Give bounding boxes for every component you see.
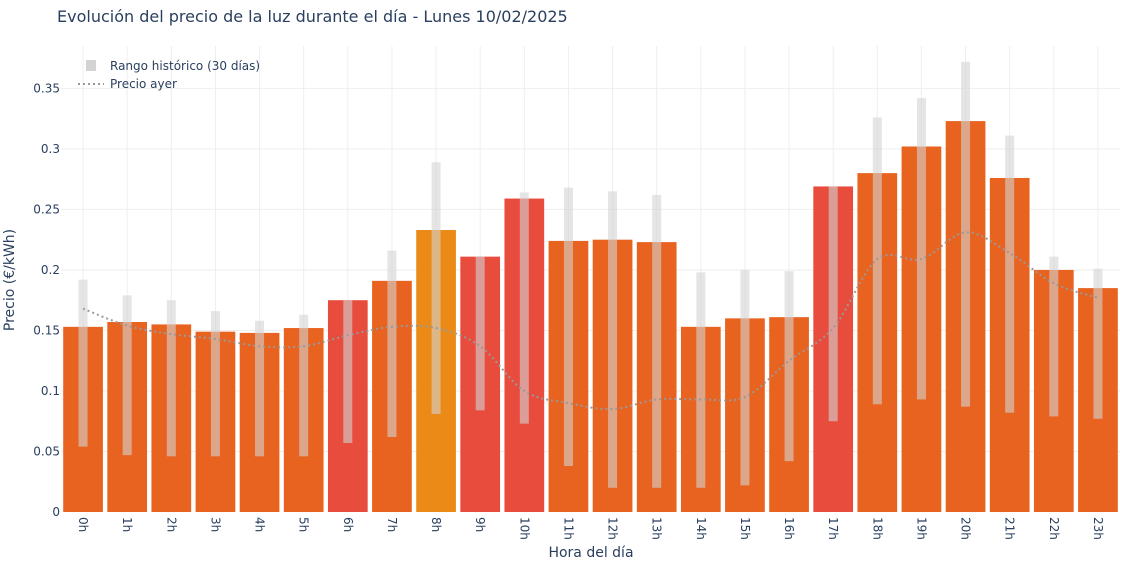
y-tick-label: 0 [52,505,60,519]
x-tick-label: 11h [561,517,575,540]
x-tick-label: 12h [606,517,620,540]
historical-range-mark [961,61,971,407]
historical-range-mark [255,320,265,457]
historical-range-mark [696,272,706,488]
x-tick-label: 2h [164,517,178,532]
x-tick-label: 18h [870,517,884,540]
x-tick-label: 1h [120,517,134,532]
historical-range-mark [740,269,750,486]
chart-title: Evolución del precio de la luz durante e… [57,7,568,26]
legend-range-label: Rango histórico (30 días) [110,59,260,73]
x-tick-label: 5h [297,517,311,532]
x-tick-label: 9h [473,517,487,532]
x-tick-label: 4h [253,517,267,532]
historical-range-mark [916,98,926,400]
x-tick-label: 3h [208,517,222,532]
historical-range-mark [210,311,220,457]
x-axis-title: Hora del día [548,545,633,561]
x-tick-label: 20h [959,517,973,540]
y-tick-label: 0.25 [33,202,60,216]
y-tick-label: 0.05 [33,444,60,458]
historical-range-mark [166,300,176,457]
y-tick-label: 0.2 [41,263,60,277]
legend-line-label: Precio ayer [110,77,177,91]
x-tick-label: 6h [341,517,355,532]
y-tick-label: 0.3 [41,142,60,156]
y-axis-title: Precio (€/kWh) [2,229,18,331]
yesterday-line-layer [82,231,1099,411]
y-tick-labels: 0 0.05 0.1 0.15 0.2 0.25 0.3 0.35 [33,81,60,519]
historical-range-mark [431,162,441,414]
bars-layer [63,121,1118,513]
x-tick-label: 23h [1091,517,1105,540]
historical-range-mark [828,186,838,422]
x-tick-label: 16h [782,517,796,540]
historical-range-mark [1093,268,1103,419]
historical-range-mark [784,271,794,462]
legend: Rango histórico (30 días) Precio ayer [78,59,260,91]
historical-range-mark [563,187,573,467]
x-tick-label: 22h [1047,517,1061,540]
historical-range-mark [519,192,529,424]
historical-range-mark [652,194,662,488]
historical-range-mark [122,295,132,456]
historical-range-mark [608,191,618,488]
x-tick-label: 10h [517,517,531,540]
historical-range-mark [78,279,88,447]
yesterday-price-line [82,231,1099,411]
historical-range-mark [1049,256,1059,417]
y-tick-label: 0.15 [33,323,60,337]
legend-range-swatch [86,60,96,71]
x-tick-label: 7h [385,517,399,532]
x-tick-label: 15h [738,517,752,540]
historical-range-mark [387,250,397,437]
historical-range-mark [343,300,353,444]
historical-range-mark [475,256,485,411]
x-tick-label: 19h [914,517,928,540]
historical-range-mark [299,314,309,457]
x-tick-label: 0h [76,517,90,532]
y-tick-label: 0.35 [33,81,60,95]
y-tick-label: 0.1 [41,384,60,398]
historical-range-mark [1005,135,1015,413]
x-tick-labels: 0h 1h 2h 3h 4h 5h 6h 7h 8h 9h 10h 11h 12h 13h 14h 15h 16… [76,517,1105,540]
historical-range-mark [872,117,882,405]
x-tick-label: 13h [650,517,664,540]
x-tick-label: 17h [826,517,840,540]
x-tick-label: 8h [429,517,443,532]
x-tick-label: 21h [1003,517,1017,540]
historical-range-layer [78,61,1103,488]
x-tick-label: 14h [694,517,708,540]
